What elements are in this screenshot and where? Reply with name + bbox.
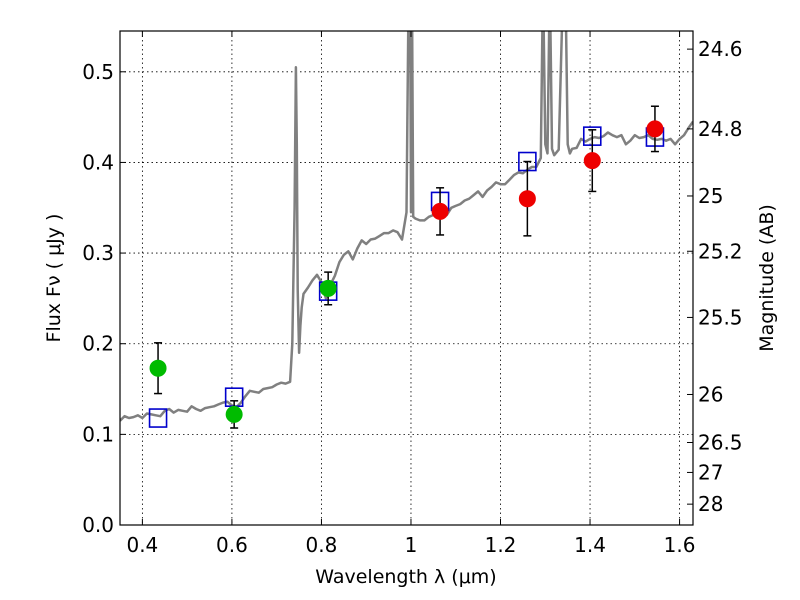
- x-tick-label: 1.6: [664, 533, 696, 557]
- y-tick-label: 0.5: [82, 60, 114, 84]
- right-tick-label: 24.8: [698, 117, 743, 141]
- optical-point: [319, 279, 337, 297]
- x-tick-label: 0.4: [126, 533, 158, 557]
- right-tick-label: 26.5: [698, 431, 743, 455]
- y-tick-label: 0.2: [82, 332, 114, 356]
- y-axis-title: Flux Fν ( μJy ): [43, 214, 65, 343]
- spectrum-line: [120, 31, 693, 422]
- y-tick-label: 0.1: [82, 422, 114, 446]
- y-tick-label: 0.3: [82, 241, 114, 265]
- nir-point: [646, 120, 664, 138]
- right-tick-label: 25.5: [698, 305, 743, 329]
- x-tick-label: 1.4: [574, 533, 606, 557]
- right-tick-label: 26: [698, 382, 723, 406]
- right-tick-label: 24.6: [698, 37, 743, 61]
- optical-point: [149, 359, 167, 377]
- y-tick-label: 0.0: [82, 513, 114, 537]
- plot-frame: [119, 30, 694, 526]
- y-tick-label: 0.4: [82, 150, 114, 174]
- nir-point: [518, 190, 536, 208]
- x-tick-label: 1.2: [485, 533, 517, 557]
- nir-point: [431, 202, 449, 220]
- right-tick-label: 27: [698, 460, 723, 484]
- ticks-group: 0.4 0.6 0.8 1 1.2 1.4 1.6 0.0 0.1 0.2 0.3 0.4 0.5 24.…: [82, 31, 743, 557]
- x-tick-label: 0.6: [216, 533, 248, 557]
- markers-group: [148, 105, 665, 429]
- nir-point: [583, 152, 601, 170]
- model-photometry-square: [148, 408, 168, 428]
- x-axis-title: Wavelength λ (μm): [315, 566, 496, 588]
- x-tick-label: 0.8: [306, 533, 338, 557]
- x-tick-label: 1: [405, 533, 418, 557]
- optical-point: [225, 405, 243, 423]
- right-axis-title: Magnitude (AB): [756, 204, 778, 352]
- right-tick-label: 28: [698, 492, 723, 516]
- right-tick-label: 25: [698, 184, 723, 208]
- spectrum-group: [120, 31, 693, 422]
- right-tick-label: 25.2: [698, 239, 743, 263]
